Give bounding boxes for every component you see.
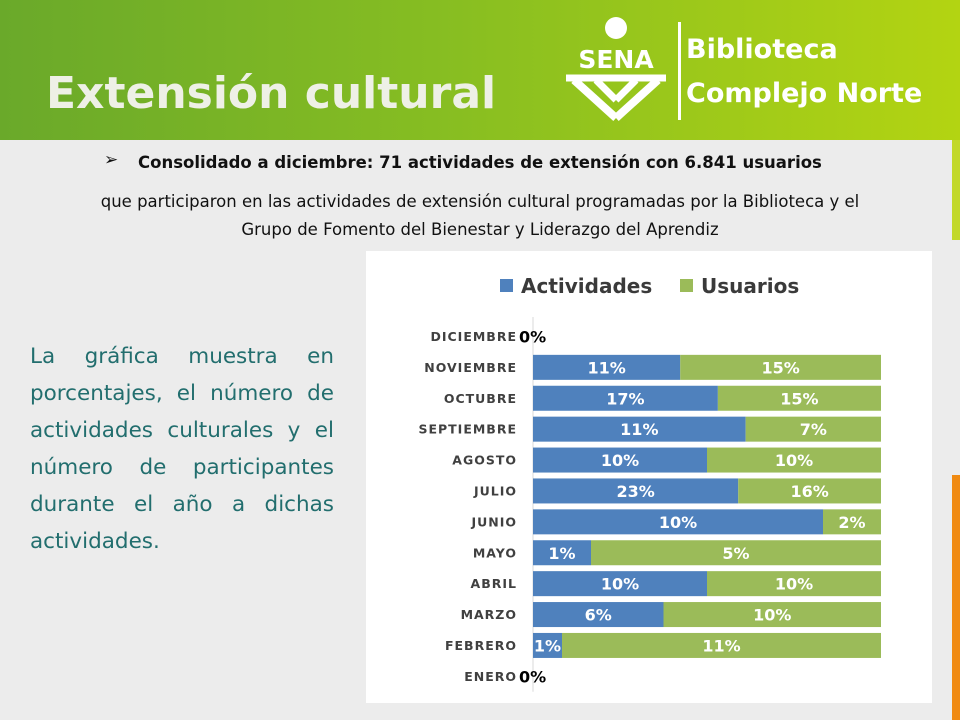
category-label: AGOSTO xyxy=(452,453,517,468)
bar-usuarios xyxy=(562,632,881,658)
bar-actividades xyxy=(533,385,718,411)
data-label-actividades: 10% xyxy=(601,451,639,470)
bar-usuarios xyxy=(823,509,881,535)
bullet-arrow-icon: ➢ xyxy=(104,150,119,170)
data-label-usuarios: 2% xyxy=(838,513,865,532)
slide-title: Extensión cultural xyxy=(46,68,497,119)
bar-actividades xyxy=(533,447,707,473)
brand-name-line2: Complejo Norte xyxy=(686,78,923,109)
category-label: MAYO xyxy=(473,545,517,560)
data-label-usuarios: 7% xyxy=(800,420,827,439)
legend-swatch-actividades xyxy=(500,279,513,292)
accent-strip-green xyxy=(952,140,960,240)
data-label-actividades: 11% xyxy=(587,358,625,377)
bar-actividades xyxy=(533,478,739,504)
data-label-actividades: 10% xyxy=(601,575,639,594)
bar-usuarios xyxy=(717,385,881,411)
category-label: NOVIEMBRE xyxy=(424,360,517,375)
chart-legend: Actividades Usuarios xyxy=(500,274,799,298)
data-label-usuarios: 10% xyxy=(775,451,813,470)
bar-usuarios xyxy=(707,447,881,473)
data-label-usuarios: 10% xyxy=(775,575,813,594)
summary-headline: Consolidado a diciembre: 71 actividades … xyxy=(138,153,822,172)
header-banner: Extensión cultural SENA Biblioteca Compl… xyxy=(0,0,960,140)
zero-data-label: 0% xyxy=(519,667,546,686)
chart-description: La gráfica muestra en porcentajes, el nú… xyxy=(30,344,334,554)
summary-line-1: que participaron en las actividades de e… xyxy=(100,192,860,211)
category-label: MARZO xyxy=(461,607,517,622)
summary-line-2: Grupo de Fomento del Bienestar y Lideraz… xyxy=(241,220,719,239)
data-label-usuarios: 15% xyxy=(780,389,818,408)
legend-label-usuarios: Usuarios xyxy=(701,274,799,298)
data-label-actividades: 17% xyxy=(606,389,644,408)
logo-divider xyxy=(678,22,681,120)
bar-usuarios xyxy=(745,416,881,442)
data-label-actividades: 6% xyxy=(585,606,612,625)
category-label: FEBRERO xyxy=(445,638,517,653)
stacked-bar-chart: Actividades Usuarios DICIEMBRE 0%NOVIEMBRE… xyxy=(418,274,881,692)
data-label-actividades: 10% xyxy=(659,513,697,532)
bar-usuarios xyxy=(738,478,881,504)
chart-rows: DICIEMBRE 0%NOVIEMBRE 11% 15%OCTUBRE 17% 15%S… xyxy=(418,317,881,692)
bar-usuarios xyxy=(680,354,881,380)
data-label-actividades: 1% xyxy=(548,544,575,563)
category-label: ENERO xyxy=(464,669,517,684)
category-label: JULIO xyxy=(473,483,517,498)
data-label-actividades: 23% xyxy=(616,482,654,501)
category-label: ABRIL xyxy=(471,576,517,591)
bar-usuarios xyxy=(707,571,881,597)
bar-actividades xyxy=(533,509,823,535)
legend-swatch-usuarios xyxy=(680,279,693,292)
brand-name-line1: Biblioteca xyxy=(686,34,838,65)
bar-actividades xyxy=(533,602,664,628)
bar-actividades xyxy=(533,632,562,658)
sena-logo-text: SENA xyxy=(578,45,654,74)
data-label-usuarios: 10% xyxy=(753,606,791,625)
bar-actividades xyxy=(533,354,681,380)
data-label-actividades: 1% xyxy=(534,636,561,655)
accent-strip-orange xyxy=(952,475,960,720)
zero-data-label: 0% xyxy=(519,327,546,346)
data-label-actividades: 11% xyxy=(620,420,658,439)
bar-usuarios xyxy=(591,540,881,566)
bar-actividades xyxy=(533,416,746,442)
category-label: JUNIO xyxy=(470,514,517,529)
bar-actividades xyxy=(533,540,591,566)
category-label: SEPTIEMBRE xyxy=(418,422,517,437)
data-label-usuarios: 11% xyxy=(702,636,740,655)
bar-actividades xyxy=(533,571,707,597)
category-label: DICIEMBRE xyxy=(430,329,517,344)
chart-panel: Actividades Usuarios DICIEMBRE 0% NOVIEMBRE… xyxy=(366,251,932,703)
data-label-usuarios: 5% xyxy=(722,544,749,563)
data-label-usuarios: 16% xyxy=(790,482,828,501)
sena-logo-icon: SENA xyxy=(566,17,666,121)
data-label-usuarios: 15% xyxy=(761,358,799,377)
legend-label-actividades: Actividades xyxy=(521,274,652,298)
category-label: OCTUBRE xyxy=(444,391,517,406)
bar-usuarios xyxy=(663,602,881,628)
